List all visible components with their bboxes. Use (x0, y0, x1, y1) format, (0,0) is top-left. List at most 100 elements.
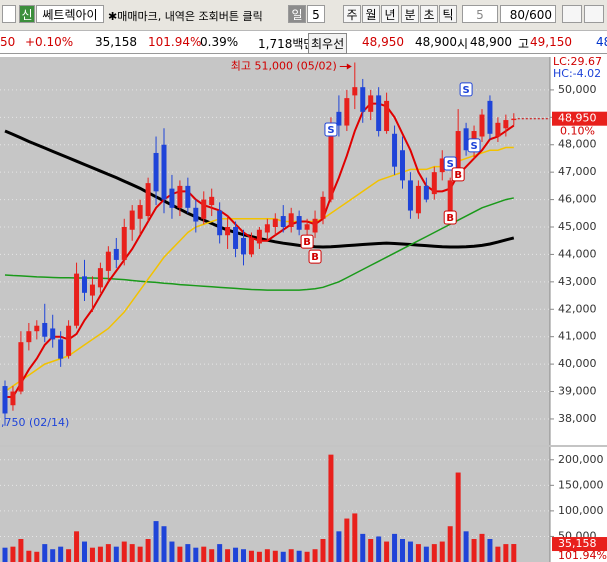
candle-body (97, 268, 103, 288)
candle-body (479, 114, 485, 137)
candle-body (328, 122, 334, 200)
toolbar: 신 쎄트렉아이 ✱매매마크, 내역은 조회버튼 클릭 일 5 주 월 년 분 초… (0, 0, 607, 31)
candle-body (74, 273, 80, 326)
signal-label: B (446, 213, 454, 224)
tab[interactable]: 주 (343, 5, 361, 23)
quote-item: +0.10% (25, 35, 74, 49)
candle-body (272, 218, 278, 228)
moving-average (4, 197, 514, 291)
low-note: ,750 (02/14) (1, 416, 69, 429)
volume-bar (352, 513, 358, 562)
volume-bar (487, 538, 493, 562)
signal-badge (459, 82, 473, 97)
volume-bar (272, 550, 278, 562)
volume-bar (129, 544, 135, 562)
signal-badge (443, 210, 457, 225)
candle-body (34, 325, 40, 332)
signal-label: S (470, 141, 477, 152)
candle-body (248, 237, 254, 255)
tab[interactable]: 월 (362, 5, 380, 23)
volume-bar (368, 538, 374, 562)
quote-item: 48,900 (470, 35, 512, 49)
signal-badge (308, 249, 322, 264)
candle-body (511, 118, 517, 121)
period[interactable]: 일 (288, 5, 306, 23)
note-arrowhead (346, 63, 352, 70)
notice: ✱매매마크, 내역은 조회버튼 클릭 (108, 10, 263, 23)
signal-badge (467, 138, 481, 153)
volume-bar (217, 544, 223, 562)
volume-bar (185, 544, 191, 562)
candle-body (66, 325, 72, 356)
volume-bar (320, 538, 326, 562)
candle-body (153, 152, 159, 192)
candle-body (89, 284, 95, 296)
volume-bar (447, 526, 453, 562)
volume-bar (400, 538, 405, 562)
signal-label: B (311, 252, 319, 263)
icon[interactable] (2, 5, 16, 23)
quote-item: 48,900 (415, 35, 457, 49)
signal-label: B (454, 170, 462, 181)
count[interactable]: 80/600 (500, 5, 556, 23)
candle-body (177, 185, 183, 208)
candle-body (431, 172, 437, 195)
y-tick-label: 48,000 (558, 138, 597, 151)
candle-body (241, 237, 246, 255)
y-tick-label: 39,000 (558, 385, 597, 398)
volume-bar (360, 533, 366, 562)
volume-bar (328, 454, 334, 562)
candle-body (423, 185, 429, 200)
y-tick-label: 41,000 (558, 330, 597, 343)
volume-bar (471, 538, 477, 562)
candle-body (137, 205, 143, 219)
period-n[interactable]: 5 (307, 5, 325, 23)
volume-bar (66, 549, 72, 562)
volume-bar (97, 546, 103, 562)
tab[interactable]: 분 (401, 5, 419, 23)
volume-bar (479, 533, 485, 562)
volume-bar (296, 550, 302, 562)
y-tick-label: 38,000 (558, 412, 597, 425)
quote-item: 50 (0, 35, 16, 49)
y-tick-label: 43,000 (558, 275, 597, 288)
volume-bar (415, 544, 421, 562)
quote-bar: 50 +0.10% 35,158 101.94% 0.39% 1,718백만 최우선 48,9… (0, 31, 607, 54)
candle-body (58, 339, 64, 359)
tick-n[interactable]: 5 (462, 5, 498, 23)
candle-body (2, 386, 8, 414)
plot-area (0, 57, 550, 445)
high-note: 최고 51,000 (05/02) (231, 59, 337, 72)
volume-bar (42, 544, 48, 562)
code-badge[interactable]: 신 (19, 5, 35, 23)
volume-bar (145, 538, 151, 562)
candle-body (495, 122, 501, 137)
volume-bar (2, 547, 8, 562)
candle-body (169, 188, 175, 208)
tab[interactable]: 틱 (439, 5, 457, 23)
quote-item: 최우선 (308, 33, 348, 54)
last-change: 0.10% (560, 125, 595, 138)
last-price-box (552, 111, 607, 126)
y-tick-label: 47,000 (558, 165, 597, 178)
volume-bar (336, 531, 342, 562)
volume-bar (423, 546, 429, 562)
tab[interactable]: 년 (381, 5, 399, 23)
tab[interactable]: 초 (420, 5, 438, 23)
volume-bar (89, 547, 95, 562)
stock-name[interactable]: 쎄트렉아이 (36, 5, 104, 23)
tool-button[interactable] (562, 5, 582, 23)
y-tick-label: 40,000 (558, 357, 597, 370)
volume-bar (304, 551, 310, 562)
tool-button[interactable] (584, 5, 604, 23)
volume-bar (233, 547, 239, 562)
quote-item: 48,950 (362, 35, 404, 49)
candle-body (256, 229, 262, 244)
volume-bar (511, 544, 517, 562)
volume-bar (495, 546, 501, 562)
volume-bar (209, 549, 215, 562)
volume-bar (153, 521, 159, 562)
y-tick-label: 100,000 (558, 504, 604, 517)
lc-label: LC:29.67 (553, 55, 602, 68)
